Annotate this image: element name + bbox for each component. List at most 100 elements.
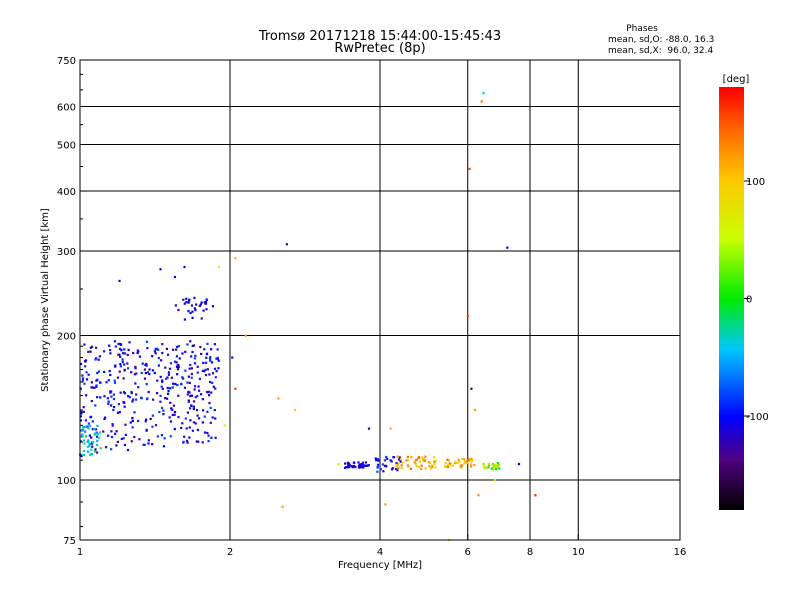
data-point <box>194 396 197 399</box>
data-point <box>162 413 165 416</box>
data-point <box>120 437 123 441</box>
data-point <box>127 348 130 352</box>
data-point <box>216 356 219 359</box>
data-point <box>153 371 156 375</box>
data-point <box>175 365 179 369</box>
data-point <box>506 246 509 249</box>
data-point <box>84 419 88 422</box>
data-point <box>94 428 98 431</box>
data-point <box>470 459 473 463</box>
data-point <box>95 385 98 388</box>
data-point <box>193 362 197 365</box>
data-point <box>209 406 212 410</box>
data-point <box>155 347 158 350</box>
data-point <box>449 464 452 467</box>
data-point <box>98 355 102 358</box>
data-point <box>176 383 179 387</box>
data-point <box>396 467 399 470</box>
y-tick-label: 75 <box>63 536 76 547</box>
data-point <box>277 397 280 400</box>
data-point <box>123 392 126 395</box>
data-point <box>430 467 433 470</box>
data-point <box>159 268 162 271</box>
data-point <box>216 348 219 351</box>
data-point <box>134 365 137 369</box>
data-point <box>118 347 122 350</box>
data-point <box>217 359 220 362</box>
data-point <box>184 369 187 372</box>
data-point <box>202 309 205 312</box>
data-point <box>85 425 88 428</box>
data-point <box>204 373 208 377</box>
data-point <box>161 406 164 410</box>
data-point <box>98 436 101 439</box>
data-point <box>231 356 234 359</box>
data-point <box>118 411 121 414</box>
data-point <box>188 298 191 301</box>
data-point <box>112 405 116 409</box>
data-point <box>93 450 97 453</box>
data-point <box>151 414 154 417</box>
data-point <box>400 464 403 467</box>
data-point <box>188 367 191 370</box>
data-point <box>191 429 194 432</box>
data-point <box>213 343 217 346</box>
data-point <box>461 464 464 467</box>
data-point <box>367 427 371 430</box>
data-point <box>80 412 83 415</box>
data-point <box>88 444 91 448</box>
data-point <box>185 439 189 442</box>
data-point <box>353 461 356 464</box>
y-tick-label: 400 <box>57 187 76 198</box>
data-point <box>82 410 85 413</box>
data-point <box>136 351 139 355</box>
data-point <box>110 430 113 433</box>
data-point <box>188 426 191 429</box>
data-point <box>86 440 89 443</box>
data-point <box>194 385 197 388</box>
data-point <box>162 445 166 448</box>
data-point <box>145 428 148 431</box>
data-point <box>447 459 450 462</box>
data-point <box>99 396 102 399</box>
data-point <box>205 352 209 355</box>
data-point <box>424 467 427 470</box>
data-point <box>132 351 135 355</box>
data-point <box>195 409 199 412</box>
data-point <box>482 92 485 95</box>
data-point <box>285 243 288 246</box>
data-point <box>487 463 491 467</box>
data-point <box>83 382 86 385</box>
data-point <box>96 443 99 447</box>
data-point <box>126 362 129 365</box>
data-point <box>169 435 172 438</box>
data-point <box>169 420 173 423</box>
data-point <box>112 397 116 401</box>
data-point <box>171 386 174 389</box>
data-point <box>145 418 148 421</box>
data-point <box>495 465 498 468</box>
data-point <box>123 348 126 351</box>
data-point <box>86 445 89 448</box>
data-point <box>181 377 185 380</box>
data-point <box>159 394 162 397</box>
data-point <box>205 298 208 301</box>
data-point <box>379 468 382 471</box>
data-point <box>131 426 134 429</box>
data-point <box>362 464 365 467</box>
data-point <box>394 467 398 471</box>
data-point <box>463 462 466 465</box>
data-point <box>517 462 521 466</box>
data-point <box>396 455 399 458</box>
data-point <box>177 308 180 312</box>
data-point <box>80 429 83 432</box>
data-point <box>144 372 147 375</box>
data-point <box>145 383 148 386</box>
data-point <box>143 368 147 371</box>
data-point <box>131 419 134 422</box>
data-point <box>377 459 380 462</box>
data-point <box>421 457 424 460</box>
data-point <box>200 301 203 304</box>
data-point <box>400 467 403 470</box>
data-point <box>108 344 111 347</box>
